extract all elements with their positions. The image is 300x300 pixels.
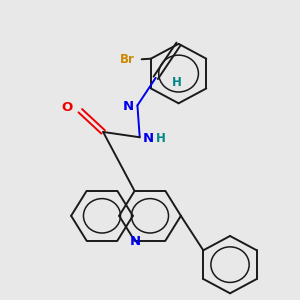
Text: O: O xyxy=(61,101,72,114)
Text: H: H xyxy=(156,132,166,145)
Text: N: N xyxy=(143,132,154,145)
Text: Br: Br xyxy=(120,53,135,66)
Text: N: N xyxy=(130,235,141,248)
Text: N: N xyxy=(123,100,134,113)
Text: H: H xyxy=(172,76,182,88)
